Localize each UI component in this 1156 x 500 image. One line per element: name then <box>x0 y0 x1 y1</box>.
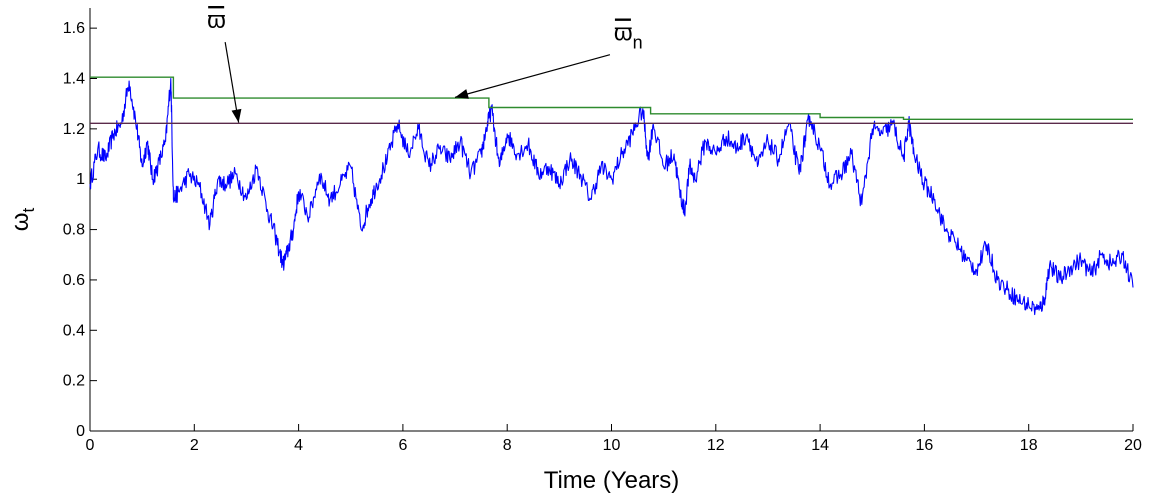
annotation-omega-bar-n: ϖn <box>454 18 643 99</box>
y-tick-label: 0.8 <box>63 222 85 239</box>
series-line-omega-bar-n <box>90 76 1133 120</box>
x-tick-label: 10 <box>603 437 621 454</box>
annotation-label: ϖ <box>207 7 226 34</box>
annotation-label-subscript: n <box>633 33 643 53</box>
x-tick-label: 2 <box>190 437 199 454</box>
x-tick-label: 14 <box>811 437 829 454</box>
annotation-arrow-line <box>454 54 611 98</box>
x-tick-label: 0 <box>86 437 95 454</box>
y-tick-label: 0.6 <box>63 272 85 289</box>
annotation-label-main: ϖ <box>207 7 226 34</box>
y-axis-title-subscript: t <box>19 207 38 212</box>
y-axis-title-main: ω <box>7 212 34 231</box>
series-line-wealth <box>89 77 1134 316</box>
y-tick-label: 0.4 <box>63 322 85 339</box>
x-tick-label: 12 <box>707 437 725 454</box>
annotation-label-main: ϖ <box>614 20 633 47</box>
y-tick-label: 1.2 <box>63 121 85 138</box>
annotation-arrow-head <box>455 89 469 99</box>
x-tick-label: 6 <box>398 437 407 454</box>
annotation-omega-bar: ϖ <box>207 5 242 123</box>
x-axis-title: Time (Years) <box>544 467 680 494</box>
annotation-arrow-line <box>224 42 240 123</box>
annotation-label: ϖn <box>614 20 643 53</box>
annotation-layer: ϖ ϖn <box>207 5 643 123</box>
y-axis-title: ωt <box>7 207 38 231</box>
y-tick-label: 1.4 <box>63 71 85 88</box>
x-tick-label: 4 <box>294 437 303 454</box>
x-tick-label: 18 <box>1020 437 1038 454</box>
y-tick-label: 1.6 <box>63 20 85 37</box>
series-layer <box>89 76 1134 316</box>
x-tick-label: 8 <box>503 437 512 454</box>
y-tick-label: 0.2 <box>63 373 85 390</box>
annotation-arrow-head <box>231 108 242 123</box>
axes-layer: 0 2 4 6 8 10 12 14 16 18 20 0 0.2 0.4 0.6 0.8 1 1.2 1.4 1.6 <box>63 8 1142 454</box>
y-tick-label: 1 <box>76 171 85 188</box>
y-tick-label: 0 <box>76 423 85 440</box>
x-tick-label: 20 <box>1124 437 1142 454</box>
x-tick-label: 16 <box>916 437 934 454</box>
